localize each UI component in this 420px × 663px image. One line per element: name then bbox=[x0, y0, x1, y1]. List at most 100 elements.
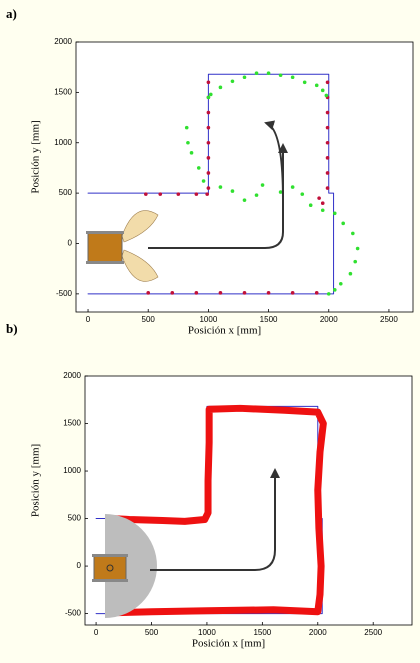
point bbox=[300, 192, 305, 196]
point bbox=[332, 211, 337, 216]
point bbox=[351, 231, 355, 236]
x-tick-label: 1500 bbox=[253, 628, 271, 637]
point bbox=[314, 83, 319, 88]
point bbox=[325, 110, 330, 115]
point bbox=[209, 92, 213, 97]
point bbox=[196, 166, 201, 170]
x-tick-label: 0 bbox=[94, 628, 99, 637]
point bbox=[324, 93, 329, 98]
y-tick-label: 2000 bbox=[63, 371, 81, 380]
point bbox=[242, 75, 247, 80]
y-tick-label: -500 bbox=[65, 609, 82, 618]
point bbox=[242, 198, 247, 202]
point bbox=[218, 291, 223, 295]
point bbox=[205, 192, 209, 196]
point bbox=[184, 125, 189, 130]
y-tick-label: -500 bbox=[56, 289, 73, 298]
point bbox=[326, 292, 331, 296]
axes-frame bbox=[75, 41, 414, 313]
point bbox=[278, 190, 283, 194]
point bbox=[254, 193, 259, 197]
point bbox=[266, 71, 271, 76]
point bbox=[186, 140, 190, 145]
y-tick-label: 500 bbox=[68, 514, 82, 523]
point bbox=[355, 246, 360, 251]
point bbox=[206, 156, 211, 160]
path-arrows-a bbox=[148, 120, 288, 249]
y-axis-label: Posición y [mm] bbox=[30, 444, 42, 517]
point bbox=[206, 140, 211, 145]
point bbox=[170, 291, 175, 295]
y-tick-label: 1000 bbox=[54, 138, 72, 147]
point bbox=[341, 221, 345, 226]
point bbox=[317, 196, 321, 200]
y-tick-label: 1500 bbox=[63, 419, 81, 428]
point bbox=[314, 291, 319, 295]
point bbox=[144, 192, 148, 196]
point bbox=[206, 186, 211, 190]
point bbox=[290, 75, 295, 80]
panel-label: b) bbox=[6, 321, 18, 336]
y-tick-label: 0 bbox=[68, 239, 73, 248]
point bbox=[320, 88, 325, 93]
x-tick-label: 500 bbox=[142, 315, 156, 324]
point bbox=[146, 291, 151, 295]
point bbox=[260, 183, 265, 187]
point bbox=[206, 95, 211, 100]
point bbox=[158, 192, 163, 196]
point bbox=[325, 171, 330, 175]
point bbox=[325, 80, 330, 85]
x-tick-label: 2500 bbox=[380, 315, 398, 324]
y-tick-label: 500 bbox=[59, 188, 73, 197]
x-tick-label: 2500 bbox=[364, 628, 382, 637]
axes-frame bbox=[84, 375, 413, 626]
point bbox=[325, 140, 330, 145]
path-arrow-b bbox=[150, 468, 280, 571]
point bbox=[320, 201, 325, 205]
x-tick-label: 500 bbox=[145, 628, 159, 637]
y-tick-label: 2000 bbox=[54, 37, 72, 46]
x-tick-label: 2000 bbox=[309, 628, 327, 637]
point bbox=[353, 259, 358, 264]
x-tick-label: 1000 bbox=[199, 315, 217, 324]
point bbox=[230, 189, 235, 193]
robot-b bbox=[92, 514, 157, 618]
point bbox=[176, 192, 181, 196]
x-tick-label: 1500 bbox=[260, 315, 278, 324]
point bbox=[206, 110, 211, 115]
point bbox=[266, 291, 271, 295]
point bbox=[230, 79, 235, 84]
point bbox=[201, 179, 206, 183]
point bbox=[206, 80, 211, 85]
point bbox=[218, 185, 223, 189]
point bbox=[325, 156, 330, 160]
point bbox=[302, 80, 307, 85]
point bbox=[206, 171, 211, 175]
point bbox=[278, 73, 283, 78]
y-tick-label: 1500 bbox=[54, 87, 72, 96]
point bbox=[189, 151, 194, 155]
point bbox=[290, 291, 295, 295]
point bbox=[290, 185, 295, 189]
x-axis-label: Posición x [mm] bbox=[192, 638, 265, 650]
x-tick-label: 1000 bbox=[198, 628, 216, 637]
x-tick-label: 0 bbox=[86, 315, 91, 324]
robot-a bbox=[86, 210, 159, 282]
point bbox=[332, 288, 337, 292]
point bbox=[206, 125, 211, 130]
panel-label: a) bbox=[6, 6, 17, 21]
point bbox=[348, 271, 353, 276]
plot-clip bbox=[87, 71, 360, 296]
point bbox=[320, 208, 325, 213]
point bbox=[218, 85, 223, 90]
point bbox=[325, 125, 330, 130]
y-tick-label: 1000 bbox=[63, 466, 81, 475]
point bbox=[338, 281, 343, 286]
plot-area bbox=[76, 42, 413, 312]
point bbox=[194, 291, 199, 295]
point bbox=[254, 71, 259, 76]
point bbox=[325, 186, 330, 190]
y-tick-label: 0 bbox=[77, 561, 82, 570]
trajectory bbox=[109, 404, 327, 617]
